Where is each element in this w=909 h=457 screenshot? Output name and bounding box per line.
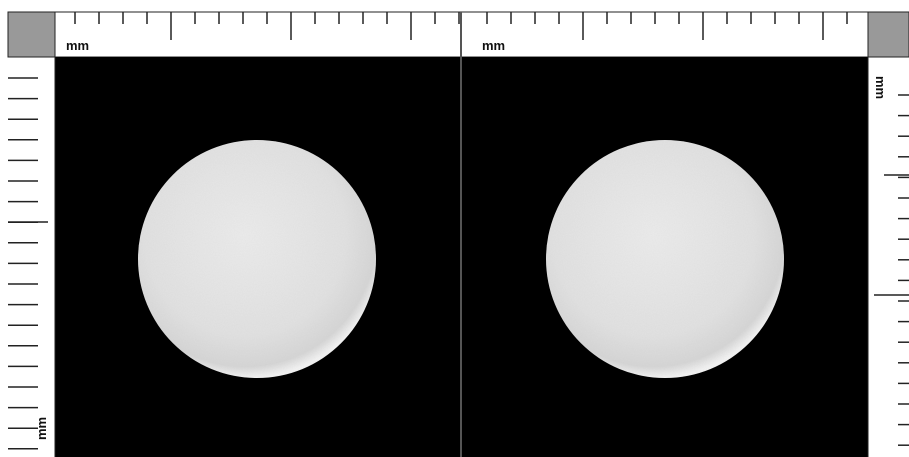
corner-box [868,12,909,57]
ruler-label: mm [66,38,89,53]
pill [546,140,784,378]
ruler-ticks [8,12,909,450]
ruler-label: mm [873,76,888,99]
ruler-label: mm [482,38,505,53]
pill [138,140,376,378]
corner-box [8,12,55,57]
ruler-label: mm [34,417,49,440]
